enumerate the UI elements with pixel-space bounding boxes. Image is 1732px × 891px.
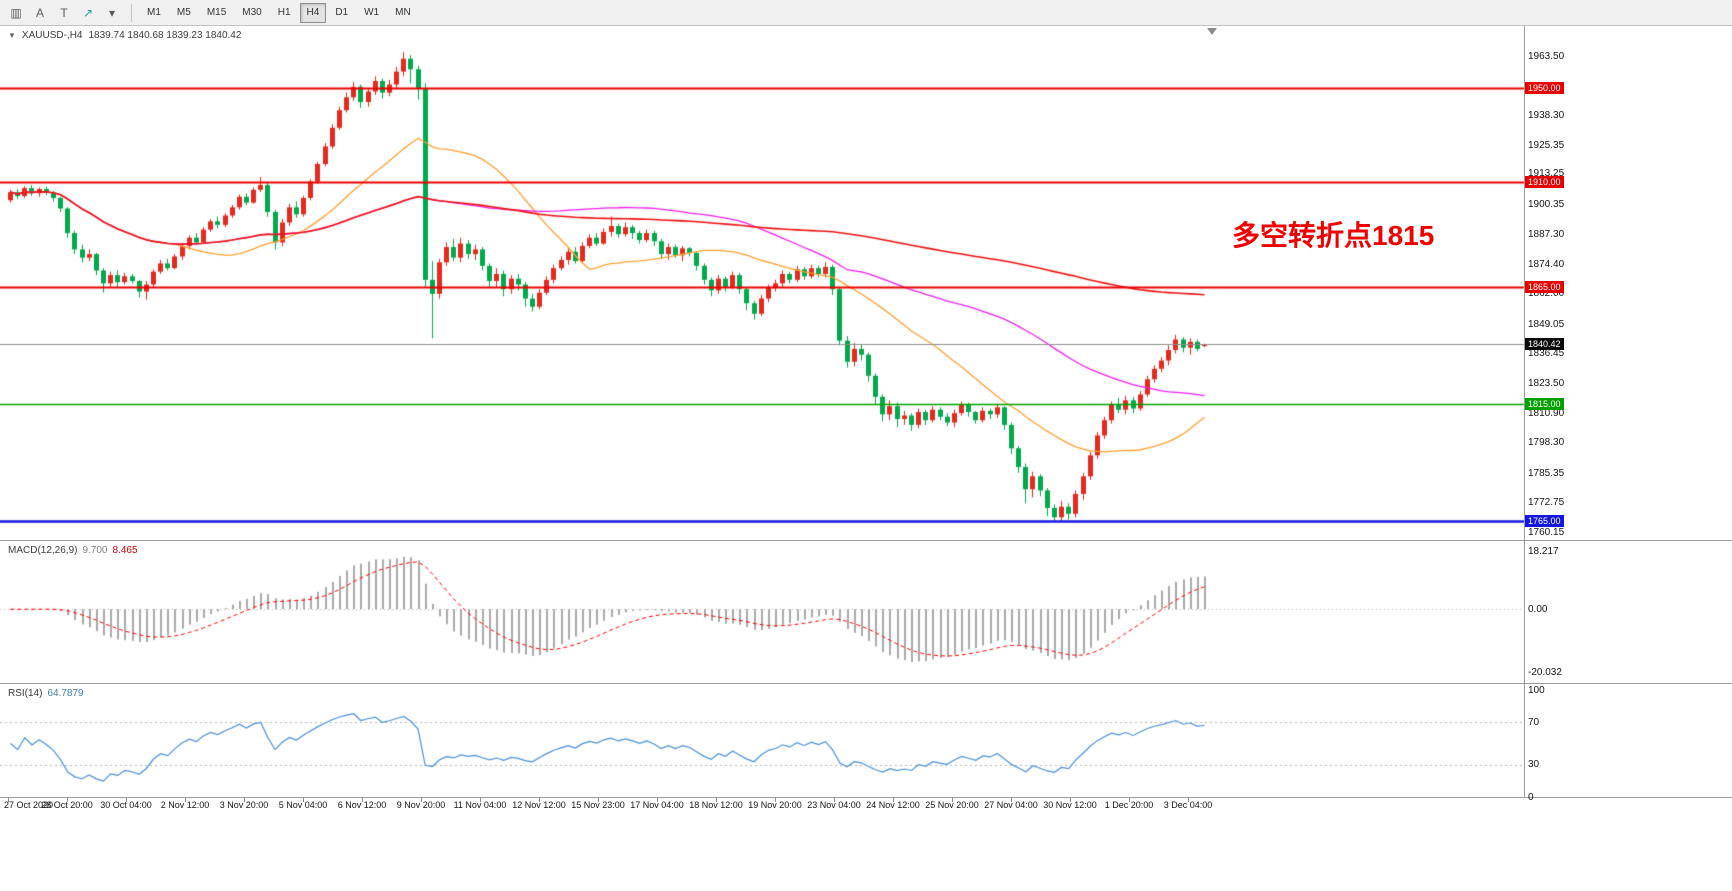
macd-indicator-name: MACD(12,26,9) [8, 545, 78, 556]
time-axis-tick [952, 798, 953, 802]
time-axis-tick [657, 798, 658, 802]
template-icon[interactable]: T [60, 5, 68, 20]
bar-chart-icon[interactable]: ▥ [10, 5, 22, 20]
rsi-value: 64.7879 [47, 688, 84, 699]
time-axis-tick [480, 798, 481, 802]
time-axis-tick [834, 798, 835, 802]
time-axis-label: 27 Oct 2020 [4, 800, 54, 810]
rsi-panel-canvas[interactable] [0, 684, 1732, 797]
time-axis-tick [244, 798, 245, 802]
time-axis-label: 9 Nov 20:00 [396, 800, 446, 810]
rsi-indicator-name: RSI(14) [8, 688, 43, 699]
time-axis-label: 1 Dec 20:00 [1104, 800, 1154, 810]
time-axis-tick [893, 798, 894, 802]
time-axis-label: 11 Nov 04:00 [453, 800, 507, 810]
dropdown-caret-icon[interactable]: ▾ [108, 5, 116, 20]
time-axis-label: 24 Nov 12:00 [866, 800, 920, 810]
time-axis-label: 3 Nov 20:00 [219, 800, 269, 810]
time-axis-tick [775, 798, 776, 802]
text-annotation-icon[interactable]: A [35, 5, 44, 20]
timeframe-M1[interactable]: M1 [147, 7, 161, 18]
chart-ohlc-values: 1839.74 1840.68 1839.23 1840.42 [88, 30, 242, 41]
time-axis-label: 23 Nov 04:00 [807, 800, 861, 810]
rsi-panel-label: RSI(14) 64.7879 [8, 688, 84, 699]
toolbar: ▥ A T ↗ ▾ M1 M5 M15 M30 H1 H4 D1 W1 MN [0, 0, 1732, 26]
time-axis-label: 15 Nov 23:00 [571, 800, 625, 810]
time-axis-label: 28 Oct 20:00 [41, 800, 93, 810]
timeframe-MN[interactable]: MN [395, 7, 411, 18]
time-axis-label: 12 Nov 12:00 [512, 800, 566, 810]
time-axis-tick [67, 798, 68, 802]
time-axis-tick [421, 798, 422, 802]
chart-shift-marker-icon[interactable] [1207, 28, 1217, 35]
time-axis-label: 30 Nov 12:00 [1043, 800, 1097, 810]
macd-main-value: 9.700 [82, 545, 108, 556]
time-axis-tick [1188, 798, 1189, 802]
time-axis-tick [1011, 798, 1012, 802]
timeframe-M15[interactable]: M15 [206, 7, 227, 18]
macd-panel-label: MACD(12,26,9) 9.700 8.465 [8, 545, 138, 556]
ohlc-expand-arrow-icon[interactable]: ▼ [8, 31, 16, 40]
timeframe-M5[interactable]: M5 [176, 7, 191, 18]
toolbar-icon-group: ▥ A T ↗ ▾ [4, 2, 124, 24]
price-axis-line[interactable] [1524, 26, 1525, 797]
time-axis-label: 27 Nov 04:00 [984, 800, 1038, 810]
time-axis-tick [716, 798, 717, 802]
timeframe-H1[interactable]: H1 [277, 7, 291, 18]
time-axis-tick [539, 798, 540, 802]
time-axis-tick [126, 798, 127, 802]
toolbar-separator [131, 3, 132, 22]
time-axis-divider [0, 797, 1732, 798]
time-axis-label: 6 Nov 12:00 [337, 800, 387, 810]
timeframe-W1[interactable]: W1 [364, 7, 380, 18]
time-axis-label: 17 Nov 04:00 [630, 800, 684, 810]
time-axis-tick [8, 798, 9, 802]
time-axis-tick [362, 798, 363, 802]
panel-divider-macd[interactable] [0, 540, 1732, 541]
draw-arrow-icon[interactable]: ↗ [82, 5, 94, 20]
price-chart-canvas[interactable] [0, 26, 1732, 540]
time-axis-tick [303, 798, 304, 802]
annotation-text: 多空转折点1815 [1232, 220, 1435, 251]
macd-panel-canvas[interactable] [0, 541, 1732, 683]
time-axis-label: 30 Oct 04:00 [100, 800, 152, 810]
time-axis-tick [1070, 798, 1071, 802]
macd-signal-value: 8.465 [112, 545, 138, 556]
timeframe-H4[interactable]: H4 [299, 2, 327, 23]
time-axis-label: 5 Nov 04:00 [278, 800, 328, 810]
timeframe-M30[interactable]: M30 [242, 7, 262, 18]
time-axis-label: 18 Nov 12:00 [689, 800, 743, 810]
time-axis-label: 3 Dec 04:00 [1163, 800, 1213, 810]
timeframe-group: M1 M5 M15 M30 H1 H4 D1 W1 MN [139, 2, 419, 23]
timeframe-D1[interactable]: D1 [335, 7, 349, 18]
time-axis-tick [185, 798, 186, 802]
time-axis-label: 2 Nov 12:00 [160, 800, 210, 810]
time-axis-tick [598, 798, 599, 802]
time-axis-label: 19 Nov 20:00 [748, 800, 802, 810]
panel-divider-rsi[interactable] [0, 683, 1732, 684]
time-axis-label: 25 Nov 20:00 [925, 800, 979, 810]
chart-header: ▼ XAUUSD-,H4 1839.74 1840.68 1839.23 184… [8, 30, 241, 41]
time-axis-tick [1129, 798, 1130, 802]
chart-symbol-period: XAUUSD-,H4 [21, 30, 83, 41]
